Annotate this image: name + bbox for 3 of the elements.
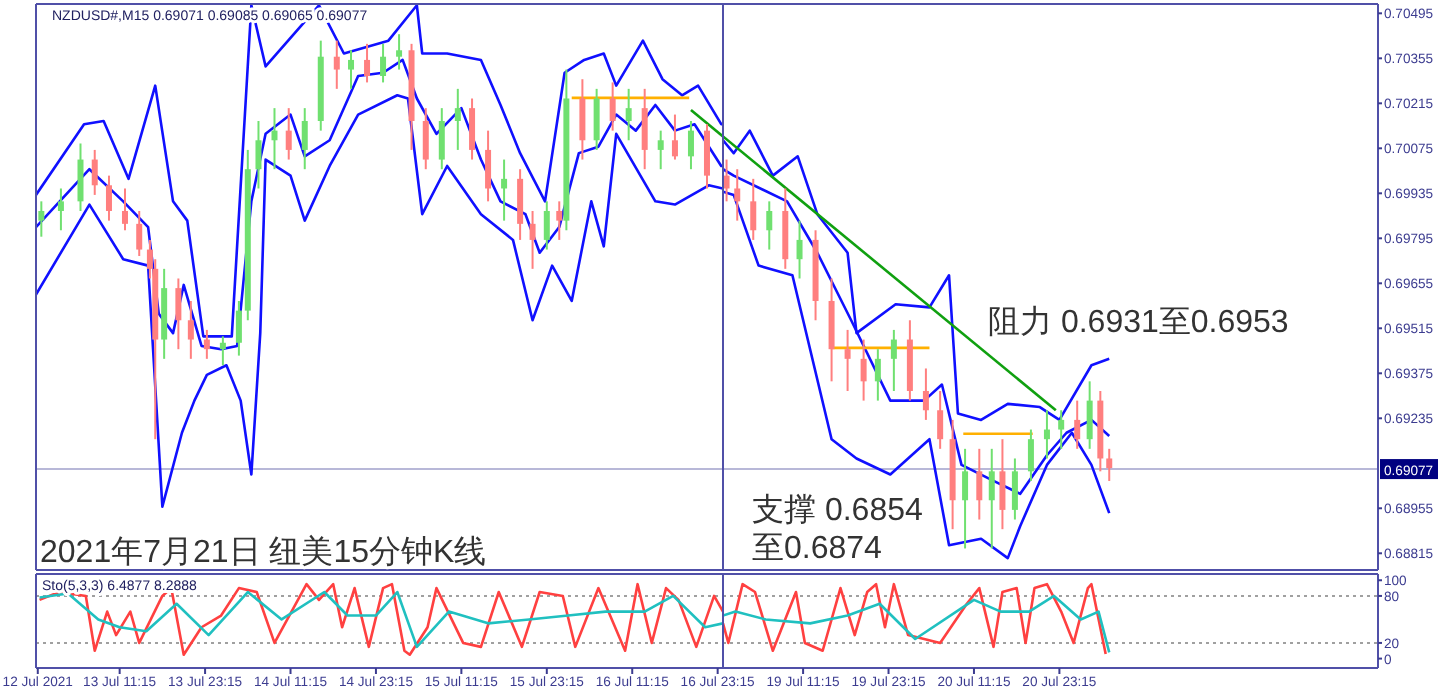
annotation: 支撑 0.6854 至0.6874	[752, 492, 923, 566]
annotation: 2021年7月21日 纽美15分钟K线	[40, 534, 487, 570]
annotation: 阻力 0.6931至0.6953	[988, 304, 1289, 340]
